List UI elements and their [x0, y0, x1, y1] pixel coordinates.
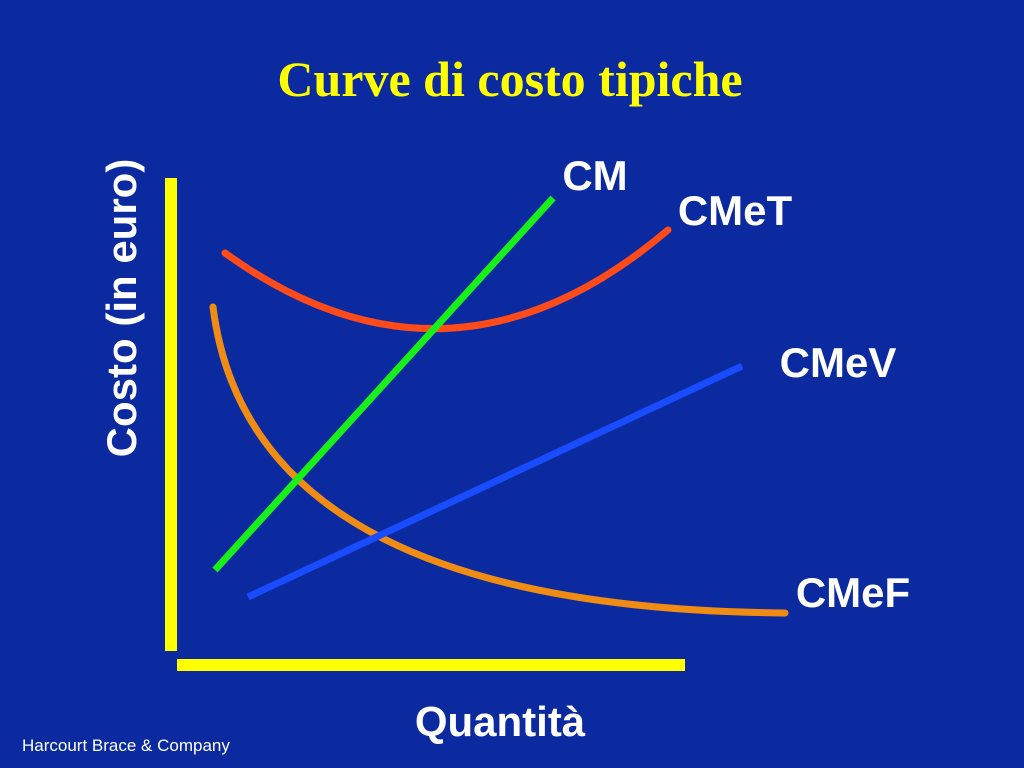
cm-line — [212, 195, 556, 573]
curve-label: CMeF — [796, 569, 910, 616]
cmet-curve — [221, 226, 672, 333]
x-axis-label: Quantità — [415, 698, 586, 745]
cmev-line — [246, 362, 744, 601]
footer: Harcourt Brace & Company — [22, 736, 230, 755]
y-axis-label: Costo (in euro) — [98, 159, 145, 458]
curve-label: CMeV — [780, 339, 897, 386]
slide-title: Curve di costo tipiche — [277, 51, 742, 107]
cmef-curve — [209, 303, 789, 617]
curve-label: CMeT — [678, 187, 793, 234]
curve-label: CM — [562, 152, 627, 199]
